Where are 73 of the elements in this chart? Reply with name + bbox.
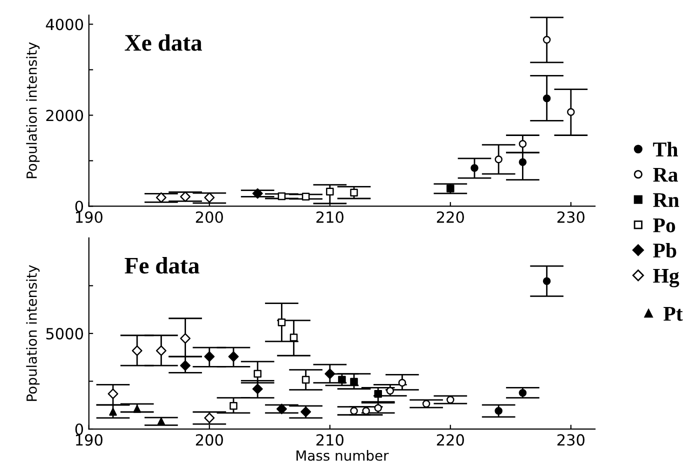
legend-label: Hg — [653, 269, 680, 288]
point — [300, 406, 312, 418]
legend-label: Rn — [653, 193, 680, 207]
point — [518, 158, 527, 166]
point — [350, 188, 358, 196]
point — [290, 334, 298, 342]
text: Xe data — [124, 34, 202, 51]
x-tick-label: 220 — [436, 211, 464, 223]
point — [422, 400, 430, 408]
point — [180, 360, 191, 371]
point — [518, 389, 527, 397]
point — [446, 184, 454, 192]
point — [302, 376, 310, 384]
point — [109, 408, 117, 416]
x-tick-label: 220 — [436, 434, 464, 446]
x-tick-label: 230 — [557, 211, 584, 223]
x-tick-label: 210 — [316, 434, 344, 446]
y-axis-title: Population intensity — [26, 42, 40, 178]
point — [252, 384, 263, 394]
y-tick-label: 4000 — [46, 18, 84, 30]
x-axis-title: Mass number — [296, 450, 389, 461]
point — [302, 192, 310, 201]
point — [180, 191, 191, 202]
point — [470, 164, 478, 172]
x-tick-label: 210 — [316, 211, 344, 223]
x-tick-label: 190 — [76, 211, 102, 223]
point — [542, 277, 551, 285]
legend-label: Po — [653, 218, 676, 232]
x-tick-label: 200 — [196, 211, 223, 223]
y-axis-title: Population intensity — [26, 265, 40, 401]
x-tick-label: 230 — [557, 434, 584, 446]
point — [228, 351, 239, 362]
point — [567, 108, 575, 116]
point — [133, 405, 141, 413]
point — [278, 192, 286, 200]
point — [446, 396, 454, 404]
legend-label: Th — [653, 142, 678, 156]
y-tick-label: 5000 — [46, 328, 84, 340]
legend-label: Pt — [664, 307, 683, 321]
x-tick-label: 200 — [196, 434, 223, 446]
point — [108, 388, 118, 400]
text: Fe data — [124, 257, 200, 274]
point — [324, 368, 336, 380]
x-tick-label: 190 — [76, 434, 102, 446]
point — [326, 188, 334, 196]
point — [156, 345, 166, 356]
point — [518, 140, 527, 148]
point — [374, 390, 382, 398]
point — [350, 378, 358, 386]
point — [157, 417, 166, 426]
point — [180, 333, 191, 344]
point — [204, 192, 215, 203]
point — [278, 318, 286, 326]
y-tick-label: 0 — [75, 200, 84, 212]
point — [204, 351, 215, 362]
point — [494, 406, 502, 415]
point — [362, 406, 370, 415]
point — [230, 402, 238, 410]
point — [276, 404, 287, 414]
point — [542, 94, 551, 102]
point — [156, 192, 166, 203]
legend-label: Pb — [653, 242, 676, 258]
point — [252, 188, 263, 199]
point — [494, 155, 502, 164]
point — [254, 370, 262, 378]
y-tick-label: 2000 — [46, 110, 84, 122]
point — [132, 345, 142, 356]
legend-label: Ra — [653, 168, 678, 182]
point — [398, 378, 406, 387]
point — [350, 406, 358, 415]
point — [542, 36, 551, 44]
point — [338, 376, 346, 384]
y-tick-label: 0 — [75, 423, 84, 436]
